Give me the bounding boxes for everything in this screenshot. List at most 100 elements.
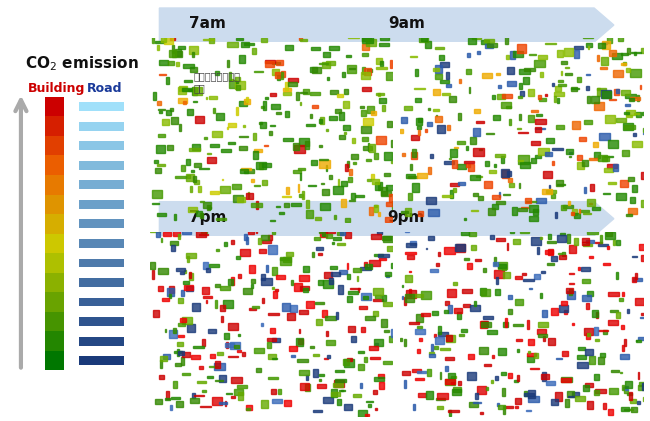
Bar [564, 48, 573, 56]
Bar [598, 43, 605, 48]
Bar [319, 379, 321, 381]
Bar [270, 328, 275, 333]
Bar [227, 127, 228, 129]
Bar [287, 313, 295, 320]
Bar [248, 231, 254, 234]
Bar [589, 203, 592, 204]
Bar [643, 128, 647, 132]
Bar [419, 35, 428, 42]
Bar [607, 246, 609, 249]
Bar [626, 214, 632, 216]
Bar [586, 43, 592, 47]
Bar [209, 366, 218, 367]
Bar [371, 174, 374, 179]
Bar [270, 104, 280, 109]
Bar [192, 52, 194, 57]
Bar [255, 227, 257, 233]
Bar [45, 195, 64, 214]
Bar [326, 61, 335, 64]
Bar [320, 203, 330, 210]
Bar [326, 165, 327, 171]
Bar [158, 134, 164, 137]
Bar [376, 58, 382, 64]
Bar [602, 41, 610, 48]
Bar [448, 305, 452, 313]
Bar [497, 403, 499, 406]
Bar [181, 272, 184, 274]
Bar [589, 158, 598, 160]
Bar [385, 216, 395, 222]
Bar [431, 344, 432, 352]
Bar [298, 194, 303, 197]
Bar [336, 312, 338, 319]
Bar [634, 113, 639, 115]
Bar [623, 386, 627, 389]
Bar [237, 385, 247, 388]
Bar [625, 386, 629, 390]
Bar [153, 92, 155, 100]
Bar [561, 72, 562, 75]
Bar [45, 331, 64, 351]
Bar [338, 179, 339, 187]
Bar [512, 207, 517, 215]
Bar [436, 115, 437, 116]
Bar [216, 352, 222, 355]
Bar [79, 200, 124, 209]
Bar [543, 336, 545, 341]
Bar [45, 351, 64, 370]
Bar [583, 213, 592, 214]
Bar [537, 329, 546, 334]
Bar [538, 247, 540, 254]
Bar [236, 81, 238, 83]
Bar [159, 60, 168, 65]
Bar [474, 259, 480, 261]
Bar [480, 288, 486, 295]
Bar [450, 183, 459, 186]
Bar [275, 289, 278, 291]
Bar [45, 155, 64, 175]
Bar [448, 410, 458, 412]
Bar [225, 344, 233, 347]
Bar [384, 330, 389, 332]
Bar [467, 372, 476, 380]
Bar [326, 129, 328, 131]
Bar [311, 160, 317, 165]
Bar [231, 184, 240, 189]
Bar [569, 156, 571, 157]
Bar [374, 205, 378, 212]
Bar [479, 149, 482, 150]
Bar [171, 117, 177, 124]
Bar [619, 180, 628, 187]
Bar [237, 350, 241, 352]
Bar [450, 149, 457, 157]
Bar [206, 97, 207, 99]
Bar [386, 275, 389, 277]
Bar [635, 298, 644, 305]
Bar [155, 399, 162, 405]
Bar [642, 112, 649, 115]
Bar [291, 355, 294, 357]
Bar [523, 279, 534, 281]
Bar [215, 71, 219, 75]
Bar [507, 243, 508, 250]
Bar [572, 121, 580, 129]
Bar [344, 132, 346, 134]
Bar [368, 144, 369, 151]
Bar [542, 373, 547, 381]
Bar [170, 405, 172, 410]
Bar [425, 129, 426, 132]
Bar [408, 255, 414, 259]
Bar [556, 125, 564, 128]
Bar [341, 389, 343, 392]
Bar [545, 152, 552, 155]
Bar [294, 283, 302, 290]
Bar [179, 124, 181, 131]
Bar [594, 102, 604, 110]
Bar [501, 170, 510, 177]
Bar [361, 109, 367, 116]
Bar [306, 375, 307, 380]
Bar [265, 61, 274, 67]
Bar [528, 396, 539, 402]
Bar [335, 379, 346, 382]
Bar [404, 107, 411, 109]
